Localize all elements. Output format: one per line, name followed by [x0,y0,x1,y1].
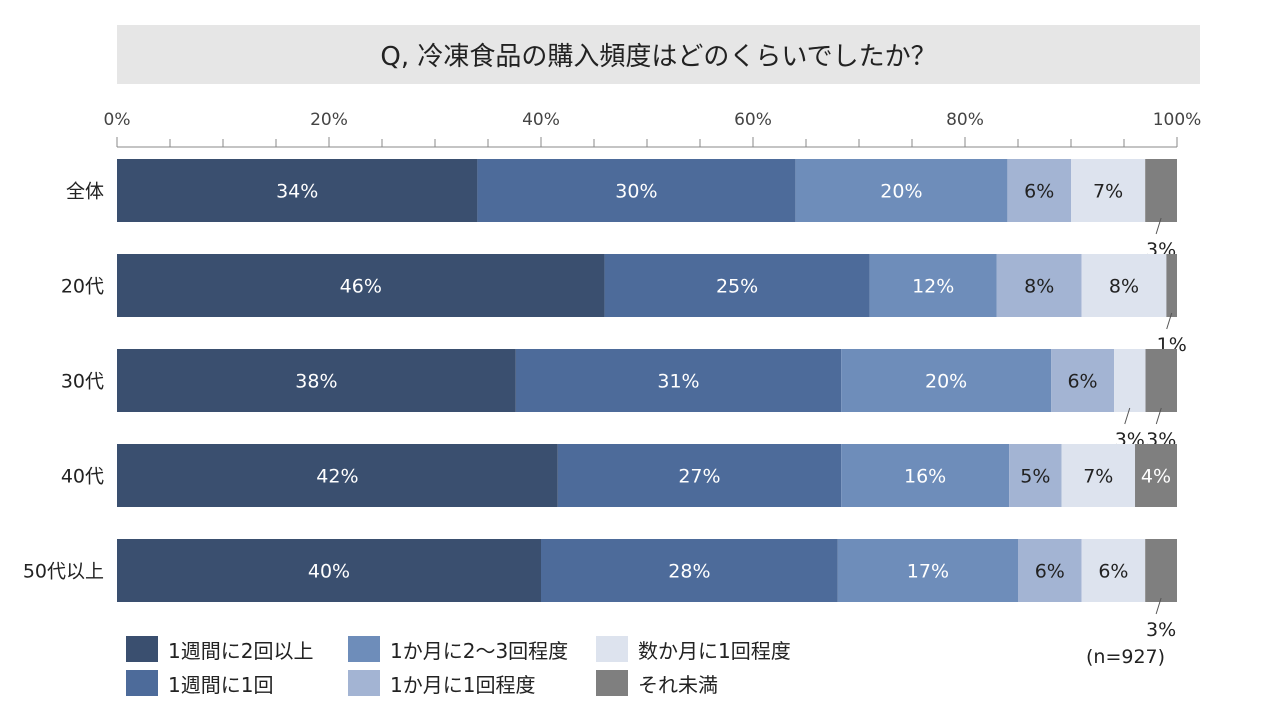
bar-segment [117,254,605,317]
x-tick-label: 80% [946,110,984,130]
legend-swatch [596,636,628,662]
data-label: 8% [1024,276,1054,298]
sample-size-note: (n=927) [1086,646,1166,668]
bar-segment [1007,159,1071,222]
bar-segment [1166,254,1177,317]
bar-segment [795,159,1008,222]
legend-item: 1週間に1回 [126,666,273,700]
x-tick-label: 0% [104,110,131,130]
bar-segment [869,254,997,317]
bar-segment [117,349,516,412]
bar-segment [541,539,838,602]
legend-item: 数か月に1回程度 [596,632,791,666]
chart-title-text: Q, 冷凍食品の購入頻度はどのくらいでしたか？ [380,42,937,72]
data-label: 16% [904,466,946,488]
bar-segment [117,539,541,602]
category-label: 20代 [61,276,104,298]
data-label: 6% [1067,371,1097,393]
bar-segment [557,444,842,507]
data-label: 20% [925,371,967,393]
x-tick-label: 100% [1153,110,1202,130]
bar-segment [1061,444,1136,507]
bar-segment [841,349,1052,412]
category-label: 30代 [61,371,104,393]
x-tick-label: 60% [734,110,772,130]
legend: 1週間に2回以上 1週間に1回 1か月に2～3回程度 1か月に1回程度 数か月に1回程度… [126,632,846,708]
legend-item: 1か月に1回程度 [348,666,535,700]
bar-segment [1114,349,1146,412]
bar-segment [1071,159,1146,222]
data-label: 6% [1035,561,1065,583]
bar-segment [604,254,870,317]
legend-label: 1週間に2回以上 [168,638,314,663]
legend-swatch [348,636,380,662]
legend-swatch [126,636,158,662]
x-tick-label: 20% [310,110,348,130]
legend-swatch [348,670,380,696]
legend-label: 数か月に1回程度 [638,638,791,663]
x-tick-label: 40% [522,110,560,130]
bar-segment [1135,444,1177,507]
legend-label: 1か月に2～3回程度 [390,638,569,663]
leader-line [1166,312,1173,330]
legend-label: 1か月に1回程度 [390,672,536,697]
bar-segment [515,349,842,412]
bar-segment [996,254,1082,317]
data-label: 46% [340,276,382,298]
data-label: 7% [1083,466,1113,488]
bar-segment [1145,539,1177,602]
data-label: 6% [1024,181,1054,203]
chart-title: Q, 冷凍食品の購入頻度はどのくらいでしたか？ [117,25,1200,84]
bar-segment [1051,349,1115,412]
data-label: 31% [657,371,699,393]
data-label: 40% [308,561,350,583]
data-label: 38% [295,371,337,393]
legend-item: 1か月に2～3回程度 [348,632,568,666]
data-label: 17% [907,561,949,583]
legend-label: 1週間に1回 [168,672,274,697]
bar-segment [1081,539,1146,602]
legend-swatch [596,670,628,696]
legend-swatch [126,670,158,696]
leader-line [1155,597,1162,615]
bar-segment [477,159,796,222]
bar-segment [1081,254,1167,317]
bar-segment [117,159,478,222]
data-label: 20% [880,181,922,203]
leader-line [1155,407,1162,425]
data-label: 5% [1020,466,1050,488]
legend-item: 1週間に2回以上 [126,632,313,666]
leader-line [1155,217,1162,235]
data-label: 7% [1093,181,1123,203]
leader-line [1124,407,1131,425]
legend-item: それ未満 [596,666,718,700]
bar-segment [1145,159,1177,222]
data-label: 30% [615,181,657,203]
legend-label: それ未満 [638,672,718,697]
data-label: 8% [1109,276,1139,298]
data-label: 12% [912,276,954,298]
data-label: 3% [1146,619,1176,641]
bar-segment [1009,444,1062,507]
data-label: 4% [1141,466,1171,488]
bar-segment [117,444,558,507]
category-label: 50代以上 [23,561,104,583]
category-label: 40代 [61,466,104,488]
bar-segment [841,444,1010,507]
data-label: 28% [668,561,710,583]
data-label: 25% [716,276,758,298]
data-label: 34% [276,181,318,203]
category-label: 全体 [66,181,104,203]
bar-segment [1018,539,1082,602]
data-label: 42% [316,466,358,488]
bar-segment [1145,349,1177,412]
bar-segment [837,539,1018,602]
data-label: 6% [1098,561,1128,583]
data-label: 27% [678,466,720,488]
